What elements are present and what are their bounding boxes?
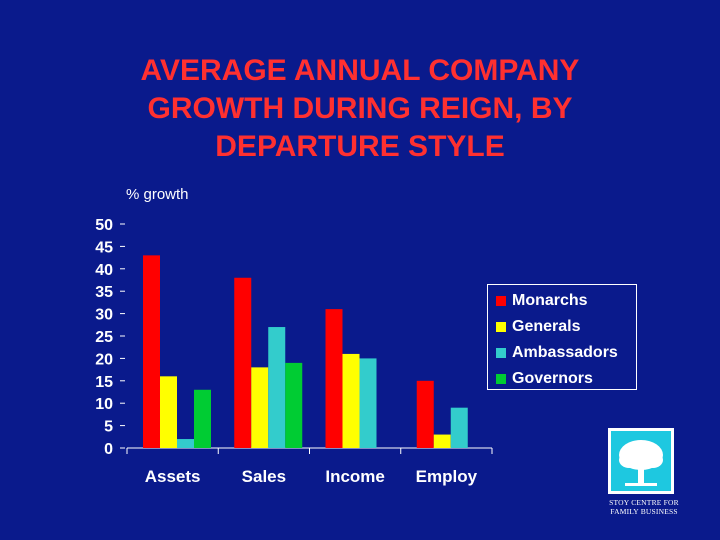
logo-text: STOY CENTRE FOR FAMILY BUSINESS	[609, 498, 679, 516]
chart-bars	[143, 255, 468, 448]
slide-title: AVERAGE ANNUAL COMPANY GROWTH DURING REI…	[140, 54, 580, 163]
legend-label: Monarchs	[512, 292, 588, 309]
bar	[433, 434, 451, 448]
y-tick-label: 20	[95, 351, 113, 368]
legend-swatch	[496, 374, 506, 384]
x-tick-labels: Assets Sales Income Employ	[145, 467, 478, 486]
legend-item: Governors	[496, 366, 636, 392]
legend-swatch	[496, 348, 506, 358]
x-tick-label: Income	[325, 467, 385, 486]
y-axis-label: % growth	[126, 186, 189, 203]
y-tick-label: 35	[95, 284, 113, 301]
logo-box	[608, 428, 674, 494]
bar	[450, 407, 468, 448]
x-tick-label: Assets	[145, 467, 201, 486]
legend-label: Governors	[512, 370, 593, 387]
legend-label: Ambassadors	[512, 344, 618, 361]
bar	[359, 358, 377, 448]
bar	[234, 277, 252, 448]
legend-item: Monarchs	[496, 288, 636, 314]
bar	[143, 255, 160, 448]
y-tick-label: 40	[95, 262, 113, 279]
chart-legend: Monarchs Generals Ambassadors Governors	[487, 284, 637, 390]
tree-icon	[619, 440, 663, 486]
y-tick-labels: 0 5 10 15 20 25 30 35 40 45 50	[95, 217, 113, 458]
y-tick-label: 25	[95, 329, 113, 346]
legend-label: Generals	[512, 318, 581, 335]
bar	[342, 353, 360, 448]
stoy-centre-logo: STOY CENTRE FOR FAMILY BUSINESS	[592, 420, 700, 522]
x-tick-label: Sales	[242, 467, 286, 486]
legend-swatch	[496, 296, 506, 306]
x-tick-label: Employ	[416, 467, 478, 486]
bar	[194, 389, 211, 448]
y-tick-label: 5	[104, 419, 113, 436]
legend-item: Generals	[496, 314, 636, 340]
bar	[268, 327, 286, 448]
y-tick-label: 15	[95, 374, 113, 391]
bar	[285, 362, 303, 448]
bar	[416, 380, 434, 448]
y-tick-label: 45	[95, 239, 113, 256]
bar	[160, 376, 177, 448]
bar	[251, 367, 269, 448]
legend-swatch	[496, 322, 506, 332]
bar	[325, 309, 343, 448]
y-tick-label: 30	[95, 307, 113, 324]
legend-item: Ambassadors	[496, 340, 636, 366]
bar	[177, 439, 194, 448]
y-tick-label: 0	[104, 441, 113, 458]
y-tick-label: 50	[95, 217, 113, 234]
y-tick-label: 10	[95, 396, 113, 413]
